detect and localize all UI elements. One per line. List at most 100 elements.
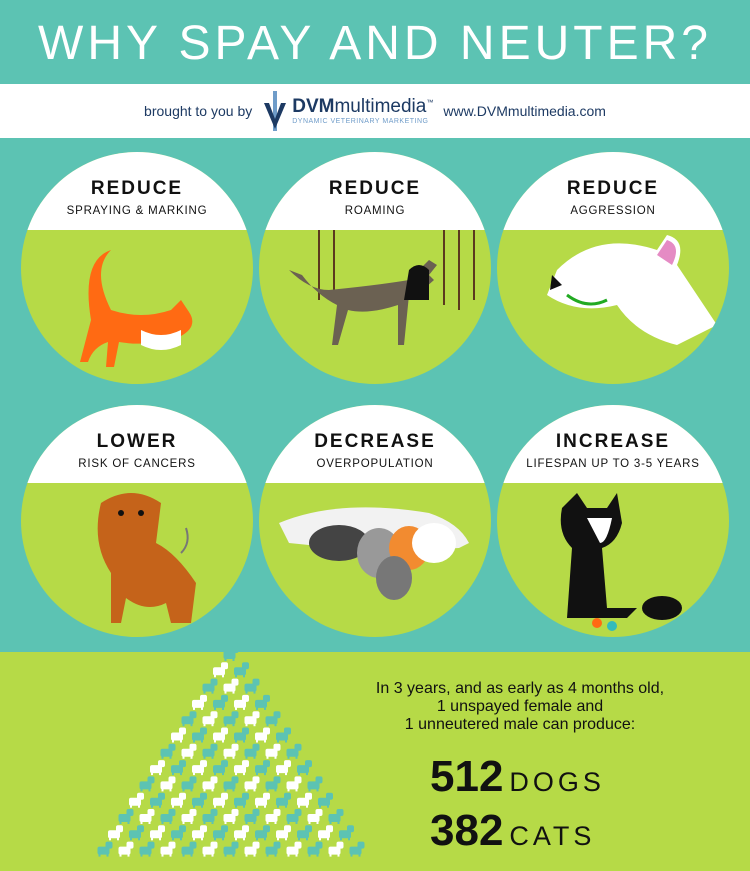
cat-figure: [192, 694, 207, 710]
cat-figure: [192, 760, 207, 776]
cat-figure: [150, 760, 165, 776]
dog-figure: [276, 727, 291, 743]
dog-figure: [307, 841, 323, 857]
cat-figure: [223, 678, 239, 694]
cat-figure: [181, 743, 197, 759]
benefit-subheading: AGGRESSION: [570, 205, 656, 217]
roaming-dog-icon: [289, 230, 475, 345]
cat-figure: [286, 776, 302, 792]
dog-figure: [265, 711, 281, 727]
dog-figure: [213, 825, 228, 841]
cat-figure: [234, 825, 249, 841]
benefit-heading: DECREASE: [314, 431, 436, 452]
benefit-heading: LOWER: [96, 431, 178, 452]
dvm-logo: DVMmultimedia™ DYNAMIC VETERINARY MARKET…: [262, 91, 433, 131]
dogs-label: DOGS: [509, 767, 605, 797]
brand-tagline: DYNAMIC VETERINARY MARKETING: [292, 117, 429, 125]
dogs-stat: 512 DOGS: [430, 752, 605, 802]
statement-line-2: 1 unspayed female and: [436, 698, 604, 715]
benefit-heading: REDUCE: [566, 178, 660, 199]
dog-figure: [276, 792, 291, 808]
cats-number: 382: [430, 806, 504, 855]
cat-figure: [171, 727, 186, 743]
dog-figure: [339, 825, 354, 841]
dog-figure: [171, 760, 186, 776]
dog-figure: [255, 825, 270, 841]
statement-line-1: In 3 years, and as early as 4 months old…: [375, 680, 665, 697]
trademark: ™: [426, 99, 434, 107]
dog-figure: [139, 776, 155, 792]
cat-figure: [328, 841, 344, 857]
sponsor-prefix: brought to you by: [144, 103, 253, 119]
benefit-circle-aggression: REDUCE AGGRESSION: [497, 152, 729, 384]
cat-figure: [255, 792, 270, 808]
cat-figure: [234, 694, 249, 710]
cat-figure: [213, 727, 228, 743]
benefit-subheading: OVERPOPULATION: [316, 458, 434, 470]
sponsor-band: brought to you by DVMmultimedia™ DYNAMIC…: [0, 84, 750, 138]
cat-figure: [108, 825, 123, 841]
cat-figure: [202, 711, 218, 727]
benefit-circle-cancer: LOWER RISK OF CANCERS: [21, 405, 253, 637]
cat-figure: [171, 792, 186, 808]
dog-figure: [192, 792, 207, 808]
dog-figure: [265, 841, 281, 857]
dog-figure: [234, 792, 249, 808]
dog-figure: [244, 743, 260, 759]
cat-figure: [244, 841, 260, 857]
cat-figure: [255, 727, 270, 743]
dog-figure: [181, 776, 197, 792]
benefit-heading: INCREASE: [555, 431, 671, 452]
dog-figure: [244, 678, 260, 694]
dog-figure: [223, 646, 239, 661]
dog-figure: [139, 841, 155, 857]
dog-figure: [181, 711, 197, 727]
dog-figure: [181, 841, 197, 857]
dog-figure: [328, 809, 344, 824]
cat-figure: [202, 841, 218, 857]
cat-figure: [160, 776, 176, 792]
growling-dog-icon: [547, 235, 717, 345]
dog-and-cat-icon: [560, 493, 682, 631]
dog-figure: [255, 694, 270, 710]
cat-figure: [265, 809, 281, 824]
dog-figure: [213, 694, 228, 710]
benefit-circle-lifespan: INCREASE LIFESPAN UP TO 3-5 YEARS: [497, 405, 729, 637]
cat-figure: [139, 809, 155, 824]
dog-figure: [118, 809, 134, 824]
benefit-subheading: RISK OF CANCERS: [78, 458, 196, 470]
cats-label: CATS: [509, 821, 596, 851]
benefit-heading: REDUCE: [90, 178, 184, 199]
dog-figure: [255, 760, 270, 776]
dogs-number: 512: [430, 752, 504, 801]
dog-figure: [223, 776, 239, 792]
dog-figure: [150, 792, 165, 808]
dog-figure: [265, 776, 281, 792]
cat-figure: [160, 841, 176, 857]
cat-litter-icon: [279, 507, 469, 600]
benefit-circle-overpopulation: DECREASE OVERPOPULATION: [259, 405, 491, 637]
cat-figure: [276, 760, 291, 776]
dog-figure: [286, 743, 302, 759]
dog-icon: [97, 493, 196, 623]
sponsor-url[interactable]: www.DVMmultimedia.com: [443, 103, 606, 119]
cat-figure: [202, 776, 218, 792]
brand-bold: DVM: [292, 95, 335, 117]
cat-figure: [265, 743, 281, 759]
dog-figure: [192, 727, 207, 743]
statement-line-3: 1 unneutered male can produce:: [404, 716, 636, 733]
cat-figure: [276, 825, 291, 841]
dog-figure: [202, 678, 218, 694]
benefit-subheading: LIFESPAN UP TO 3-5 YEARS: [526, 458, 700, 470]
dog-figure: [307, 776, 323, 792]
dog-figure: [202, 743, 218, 759]
dog-figure: [349, 841, 365, 857]
dog-figure: [297, 760, 312, 776]
dog-figure: [234, 727, 249, 743]
dog-figure: [171, 825, 186, 841]
dog-figure: [213, 760, 228, 776]
benefit-subheading: SPRAYING & MARKING: [66, 205, 208, 217]
cat-figure: [244, 776, 260, 792]
cat-figure: [213, 792, 228, 808]
population-statement: In 3 years, and as early as 4 months old…: [340, 680, 700, 734]
